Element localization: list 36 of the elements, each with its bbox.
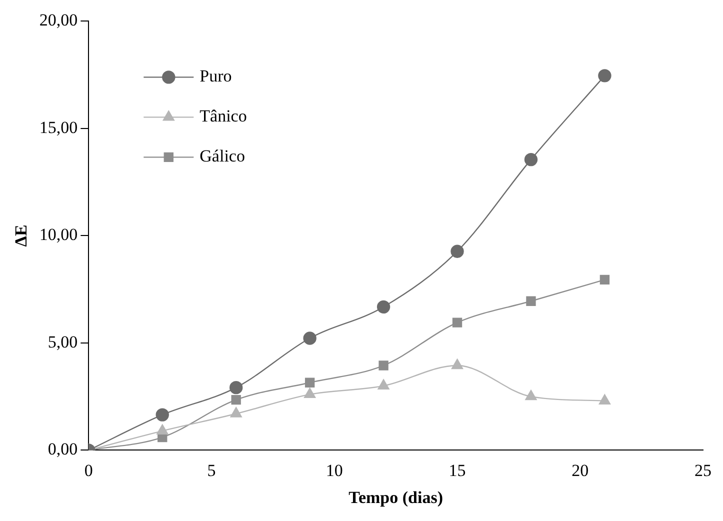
point <box>231 394 241 405</box>
x-tick-label: 5 <box>207 460 216 480</box>
point <box>229 380 243 394</box>
point <box>526 296 536 306</box>
point <box>230 407 242 418</box>
point <box>525 390 537 400</box>
y-tick-label: 15,00 <box>39 118 78 137</box>
point <box>600 274 610 285</box>
point <box>451 358 464 370</box>
point <box>304 378 315 388</box>
x-axis-title: Tempo (dias) <box>348 488 443 508</box>
point <box>304 388 316 398</box>
point <box>378 379 390 390</box>
y-tick-label: 0,00 <box>48 440 78 459</box>
point <box>156 408 169 422</box>
x-tick-label: 25 <box>694 460 712 480</box>
y-tick-label: 5,00 <box>48 332 78 352</box>
point <box>598 394 610 404</box>
point <box>303 332 316 345</box>
x-tick-label: 20 <box>572 460 589 480</box>
point <box>156 424 168 434</box>
point <box>450 244 464 258</box>
point <box>376 300 390 314</box>
x-tick-label: 10 <box>326 460 343 480</box>
x-tick-label: 0 <box>84 460 93 480</box>
y-tick-label: 10,00 <box>39 225 78 244</box>
point <box>598 69 612 82</box>
y-tick-label: 20,00 <box>39 10 78 30</box>
y-axis-title: ΔE <box>12 224 31 247</box>
legend-label: Gálico <box>200 146 245 166</box>
point <box>378 360 388 370</box>
x-tick-label: 15 <box>448 460 466 480</box>
point <box>452 318 462 328</box>
legend-label: Tânico <box>200 106 247 126</box>
legend-label: Puro <box>200 66 232 86</box>
point <box>524 152 538 166</box>
